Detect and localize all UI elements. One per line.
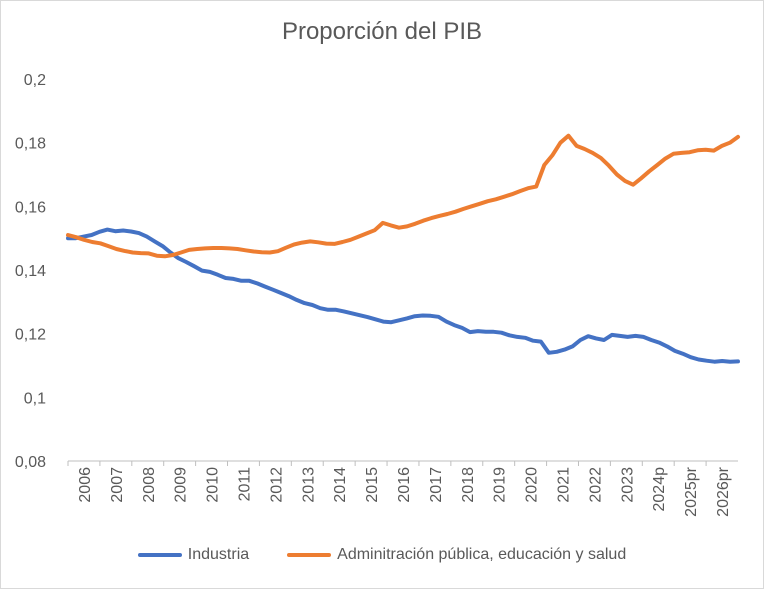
x-tick-label: 2026pr: [715, 466, 732, 516]
x-tick-label: 2007: [109, 467, 126, 503]
y-tick-label: 0,16: [15, 199, 46, 216]
legend-swatch-administracion: [287, 553, 332, 557]
y-tick-label: 0,08: [15, 454, 46, 471]
y-tick-label: 0,18: [15, 136, 46, 153]
x-tick-label: 2012: [268, 467, 285, 503]
legend: Industria Adminitración pública, educaci…: [0, 546, 764, 564]
x-tick-label: 2008: [141, 467, 158, 503]
legend-label-industria: Industria: [187, 546, 250, 563]
legend-label-administracion: Adminitración pública, educación y salud: [337, 546, 627, 563]
x-tick-label: 2025pr: [683, 466, 700, 516]
x-tick-label: 2018: [460, 467, 477, 503]
legend-item-administracion: Adminitración pública, educación y salud: [287, 546, 626, 564]
series-line-industria: [66, 227, 740, 364]
x-tick-label: 2022: [587, 467, 604, 503]
x-tick-label: 2017: [428, 467, 445, 503]
x-tick-label: 2021: [556, 467, 573, 503]
x-axis: 2006 2007 2008 2009 2010 2011 2012 2013 2014 2015…: [67, 461, 732, 517]
series-line-administracion: [66, 133, 740, 259]
x-tick-label: 2015: [364, 467, 381, 503]
x-tick-label: 2010: [205, 467, 222, 503]
y-tick-label: 0,2: [24, 72, 46, 89]
x-tick-label: 2016: [396, 467, 413, 503]
x-tick-label: 2024p: [651, 467, 668, 512]
x-tick-label: 2006: [77, 467, 94, 503]
legend-swatch-industria: [137, 553, 182, 557]
x-tick-label: 2011: [236, 467, 253, 502]
x-tick-label: 2023: [619, 467, 636, 503]
x-tick-label: 2014: [332, 467, 349, 503]
y-tick-label: 0,14: [15, 263, 46, 280]
y-tick-label: 0,12: [15, 327, 46, 344]
x-tick-label: 2019: [492, 467, 509, 503]
y-axis: 0,08 0,1 0,12 0,14 0,16 0,18 0,2: [15, 72, 46, 471]
chart-title: Proporción del PIB: [281, 18, 483, 45]
x-tick-label: 2013: [300, 467, 317, 503]
x-tick-label: 2020: [524, 467, 541, 503]
y-tick-label: 0,1: [24, 390, 46, 407]
x-tick-label: 2009: [173, 467, 190, 503]
series-lines: [66, 133, 740, 364]
legend-item-industria: Industria: [137, 546, 250, 564]
